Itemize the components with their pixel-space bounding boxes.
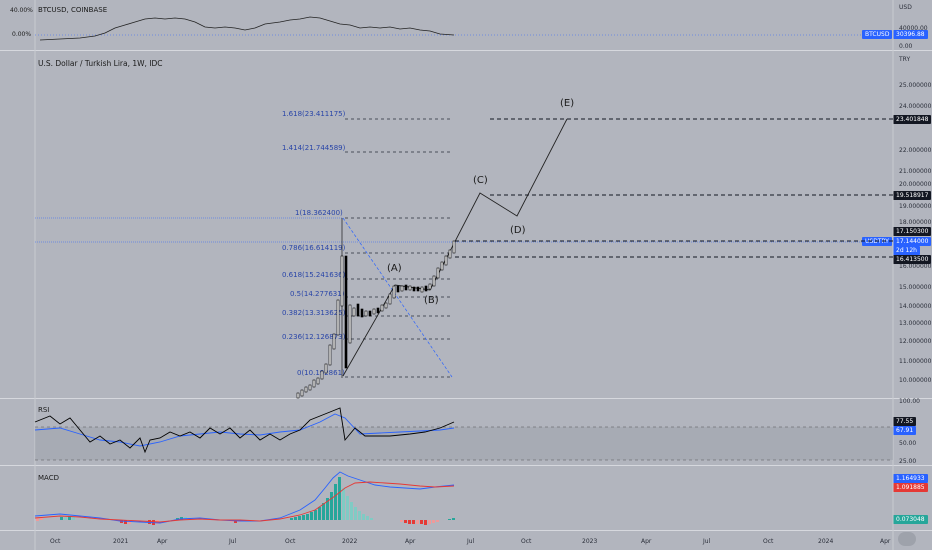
rsi-pane[interactable]: RSI 100.00 50.00 25.00 77.55 67.91 xyxy=(0,398,932,465)
main-chart-pane[interactable]: U.S. Dollar / Turkish Lira, 1W, IDC TRY … xyxy=(0,51,932,398)
level-tag-low[interactable]: 16.413500 xyxy=(893,255,932,264)
btc-pane-title: BTCUSD, COINBASE xyxy=(38,6,108,14)
level-tag-e[interactable]: 23.401848 xyxy=(893,115,932,124)
usdtry-countdown-tag: 2d 12h xyxy=(893,246,920,255)
btc-pct-tick-zero: 0.00% xyxy=(12,31,32,38)
time-tick: 2024 xyxy=(818,538,834,545)
main-axis-tick: 12.000000 xyxy=(899,338,932,345)
main-axis-tick: 14.000000 xyxy=(899,303,932,310)
usdtry-symbol-tag[interactable]: USDTRY xyxy=(862,237,892,246)
time-tick: Oct xyxy=(50,538,61,545)
time-tick: Oct xyxy=(285,538,296,545)
pane-separator xyxy=(0,530,932,531)
main-axis-tick: 15.000000 xyxy=(899,284,932,291)
rsi-axis-tick: 100.00 xyxy=(899,398,920,405)
time-tick: Jul xyxy=(467,538,475,545)
fib-label: 1(18.362400) xyxy=(295,209,343,217)
btc-axis-unit: USD xyxy=(899,4,912,11)
level-tag-c[interactable]: 19.518917 xyxy=(893,191,932,200)
rsi-value-tag: 77.55 xyxy=(893,417,917,426)
usdtry-price-tag[interactable]: 17.144000 xyxy=(893,237,932,246)
rsi-title: RSI xyxy=(38,406,50,414)
main-axis-tick: 20.000000 xyxy=(899,181,932,188)
histogram-tag: 0.073048 xyxy=(893,515,928,524)
time-tick: Apr xyxy=(641,538,652,545)
time-tick: Apr xyxy=(880,538,891,545)
time-tick: 2023 xyxy=(582,538,598,545)
wave-label-d: (D) xyxy=(510,225,526,236)
fib-label: 1.618(23.411175) xyxy=(282,110,346,118)
main-axis-tick: 21.000000 xyxy=(899,168,932,175)
main-axis-tick: 19.000000 xyxy=(899,203,932,210)
main-axis-tick: 24.000000 xyxy=(899,103,932,110)
main-axis-tick: 10.000000 xyxy=(899,377,932,384)
wave-label-c: (C) xyxy=(473,175,488,186)
btc-pct-tick-high: 40.00% xyxy=(10,7,33,14)
macd-pane[interactable]: MACD 1.164933 1.091885 0.073048 xyxy=(0,466,932,530)
pane-separator[interactable] xyxy=(0,465,932,466)
macd-title: MACD xyxy=(38,474,59,482)
main-axis-tick: 16.000000 xyxy=(899,263,932,270)
time-tick: Oct xyxy=(521,538,532,545)
wave-label-b: (B) xyxy=(424,295,439,306)
time-tick: Apr xyxy=(157,538,168,545)
main-chart-title: U.S. Dollar / Turkish Lira, 1W, IDC xyxy=(38,59,163,68)
btc-compare-pane: BTCUSD, COINBASE 40.00% 0.00% USD 40000.… xyxy=(0,0,932,50)
main-axis-tick: 25.000000 xyxy=(899,82,932,89)
fib-label: 0.618(15.241636) xyxy=(282,271,346,279)
time-tick: 2021 xyxy=(113,538,129,545)
rsi-ma-tag: 67.91 xyxy=(893,426,917,435)
time-tick: Jul xyxy=(703,538,711,545)
btc-symbol-tag[interactable]: BTCUSD xyxy=(862,30,893,39)
rsi-axis-tick: 25.00 xyxy=(899,458,917,465)
fib-label: 0.236(12.126873) xyxy=(282,333,346,341)
macd-line-tag: 1.164933 xyxy=(893,474,928,483)
fib-label: 1.414(21.744589) xyxy=(282,144,346,152)
main-axis-tick: 13.000000 xyxy=(899,320,932,327)
pane-separator[interactable] xyxy=(0,50,932,51)
fib-label: 0.5(14.277631) xyxy=(290,290,345,298)
main-axis-unit: TRY xyxy=(899,56,911,63)
wave-label-a: (A) xyxy=(387,263,402,274)
signal-line-tag: 1.091885 xyxy=(893,483,928,492)
time-tick: Jul xyxy=(229,538,237,545)
btc-axis-value-zero: 0.00 xyxy=(899,43,913,50)
btc-price-tag[interactable]: 30396.88 xyxy=(893,30,928,39)
level-tag-high[interactable]: 17.150300 xyxy=(893,227,932,236)
rsi-axis-tick: 50.00 xyxy=(899,440,917,447)
time-tick: Oct xyxy=(763,538,774,545)
chart-settings-toggle[interactable] xyxy=(898,532,916,546)
fib-label: 0(10.192861) xyxy=(297,369,345,377)
time-tick: Apr xyxy=(405,538,416,545)
wave-label-e: (E) xyxy=(560,98,575,109)
main-axis-tick: 11.000000 xyxy=(899,358,932,365)
btc-axis-value-high: 40000.00 xyxy=(899,25,928,32)
main-axis-tick: 18.000000 xyxy=(899,219,932,226)
fib-label: 0.786(16.614119) xyxy=(282,244,346,252)
fib-label: 0.382(13.313625) xyxy=(282,309,346,317)
time-tick: 2022 xyxy=(342,538,358,545)
pane-separator[interactable] xyxy=(0,398,932,399)
main-axis-tick: 22.000000 xyxy=(899,147,932,154)
